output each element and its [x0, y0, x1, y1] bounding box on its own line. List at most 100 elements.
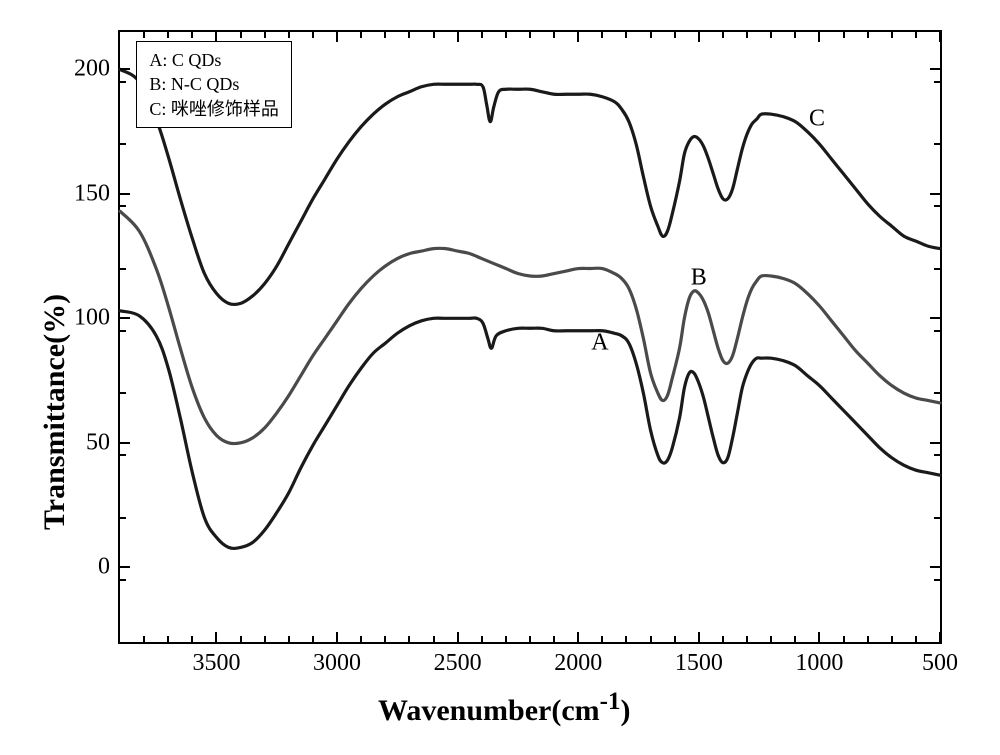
y-tick-label: 50: [86, 429, 120, 456]
x-minor-tick: [794, 636, 796, 642]
y-minor-tick: [120, 205, 126, 207]
x-minor-tick: [601, 636, 603, 642]
y-tick-label: 200: [74, 56, 120, 83]
x-minor-tick: [143, 636, 145, 642]
x-minor-tick: [867, 32, 869, 38]
series-annotation-A: A: [591, 330, 608, 357]
y-minor-tick: [120, 579, 126, 581]
x-minor-tick: [722, 32, 724, 38]
x-tick-mark: [939, 32, 941, 42]
x-tick-mark: [577, 632, 579, 642]
legend-item-B: B: N-C QDs: [149, 72, 279, 96]
x-tick-mark: [818, 32, 820, 42]
x-minor-tick: [408, 636, 410, 642]
y-tick-label: 0: [98, 554, 120, 581]
x-minor-tick: [360, 32, 362, 38]
y-minor-tick: [934, 392, 940, 394]
x-tick-mark: [698, 32, 700, 42]
x-tick-label: 1500: [675, 642, 723, 677]
x-minor-tick: [312, 32, 314, 38]
x-tick-mark: [336, 632, 338, 642]
x-tick-mark: [818, 632, 820, 642]
x-minor-tick: [264, 32, 266, 38]
x-minor-tick: [674, 32, 676, 38]
y-tick-mark: [120, 68, 130, 70]
x-tick-mark: [457, 632, 459, 642]
legend-item-A: A: C QDs: [149, 48, 279, 72]
x-minor-tick: [915, 636, 917, 642]
x-minor-tick: [553, 636, 555, 642]
y-axis-title: Transmittance(%): [38, 294, 72, 530]
x-minor-tick: [674, 636, 676, 642]
x-minor-tick: [312, 636, 314, 642]
plot-area: A: C QDsB: N-C QDsC: 咪唑修饰样品 050100150200…: [118, 30, 942, 644]
y-minor-tick: [934, 579, 940, 581]
y-minor-tick: [120, 268, 126, 270]
x-tick-label: 3000: [313, 642, 361, 677]
x-minor-tick: [891, 636, 893, 642]
x-minor-tick: [288, 32, 290, 38]
x-axis-title-main: Wavenumber(cm: [378, 694, 600, 727]
x-minor-tick: [167, 636, 169, 642]
x-minor-tick: [746, 32, 748, 38]
x-minor-tick: [505, 636, 507, 642]
y-minor-tick: [120, 454, 126, 456]
x-minor-tick: [481, 636, 483, 642]
x-minor-tick: [722, 636, 724, 642]
x-minor-tick: [360, 636, 362, 642]
x-minor-tick: [843, 32, 845, 38]
legend-box: A: C QDsB: N-C QDsC: 咪唑修饰样品: [136, 41, 292, 128]
y-tick-mark: [120, 566, 130, 568]
y-minor-tick: [934, 517, 940, 519]
x-minor-tick: [529, 636, 531, 642]
y-tick-label: 100: [74, 305, 120, 332]
series-A: [120, 311, 940, 549]
y-tick-mark: [930, 317, 940, 319]
y-minor-tick: [934, 205, 940, 207]
x-minor-tick: [240, 32, 242, 38]
y-tick-mark: [930, 566, 940, 568]
x-minor-tick: [384, 32, 386, 38]
x-tick-mark: [577, 32, 579, 42]
x-minor-tick: [770, 32, 772, 38]
x-minor-tick: [505, 32, 507, 38]
x-minor-tick: [625, 32, 627, 38]
x-minor-tick: [915, 32, 917, 38]
y-minor-tick: [934, 81, 940, 83]
y-minor-tick: [934, 268, 940, 270]
x-tick-label: 3500: [192, 642, 240, 677]
x-minor-tick: [143, 32, 145, 38]
x-minor-tick: [408, 32, 410, 38]
x-minor-tick: [191, 32, 193, 38]
y-minor-tick: [934, 454, 940, 456]
x-minor-tick: [481, 32, 483, 38]
x-tick-mark: [698, 632, 700, 642]
y-tick-mark: [120, 193, 130, 195]
x-minor-tick: [553, 32, 555, 38]
x-axis-title-tail: ): [620, 694, 630, 727]
x-minor-tick: [891, 32, 893, 38]
x-minor-tick: [625, 636, 627, 642]
x-tick-label: 1000: [795, 642, 843, 677]
x-minor-tick: [264, 636, 266, 642]
x-tick-label: 2500: [434, 642, 482, 677]
x-minor-tick: [433, 32, 435, 38]
legend-item-C: C: 咪唑修饰样品: [149, 97, 279, 121]
x-axis-title-sup: -1: [600, 688, 621, 715]
x-tick-mark: [215, 632, 217, 642]
x-axis-title: Wavenumber(cm-1): [378, 688, 630, 728]
x-minor-tick: [433, 636, 435, 642]
x-minor-tick: [650, 636, 652, 642]
y-minor-tick: [120, 143, 126, 145]
x-tick-label: 2000: [554, 642, 602, 677]
x-minor-tick: [770, 636, 772, 642]
figure: A: C QDsB: N-C QDsC: 咪唑修饰样品 0 50 100 150 200…: [0, 0, 1000, 755]
y-minor-tick: [120, 81, 126, 83]
y-minor-tick: [120, 330, 126, 332]
y-tick-mark: [930, 193, 940, 195]
y-tick-label: 150: [74, 180, 120, 207]
y-tick-mark: [120, 442, 130, 444]
y-minor-tick: [120, 517, 126, 519]
x-minor-tick: [601, 32, 603, 38]
x-minor-tick: [288, 636, 290, 642]
